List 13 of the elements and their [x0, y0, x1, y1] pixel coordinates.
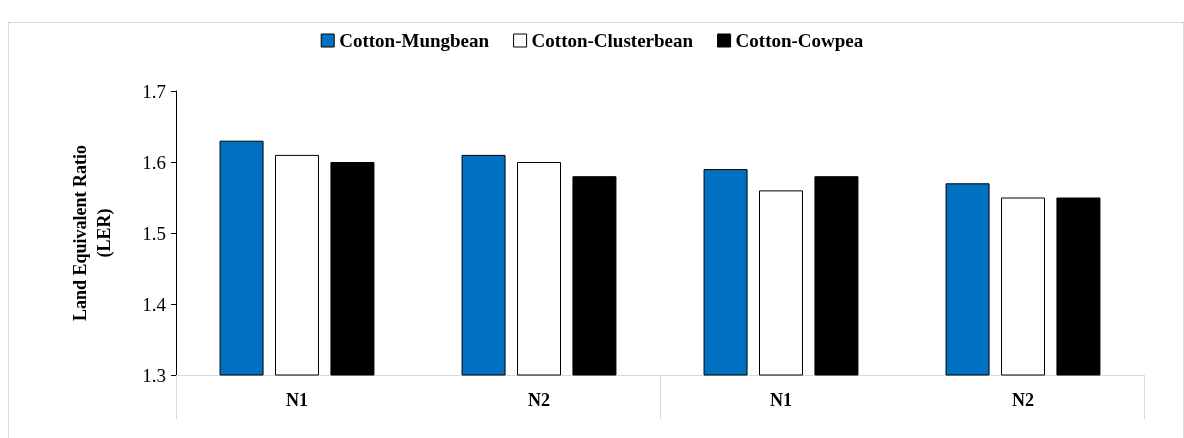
y-tick-label: 1.3	[142, 364, 166, 386]
y-tick-label: 1.6	[142, 151, 166, 173]
x-tick-label: N1	[770, 390, 792, 410]
y-tick-label: 1.5	[142, 222, 166, 244]
y-tick-label: 1.7	[142, 80, 166, 102]
legend-label: Cotton-Clusterbean	[531, 30, 694, 51]
legend-label: Cotton-Cowpea	[735, 30, 864, 51]
y-tick-label: 1.4	[142, 293, 167, 315]
x-tick-label: N2	[1012, 390, 1034, 410]
x-tick-label: N1	[286, 390, 308, 410]
x-tick-label: N2	[528, 390, 550, 410]
legend-label: Cotton-Mungbean	[339, 30, 490, 51]
y-axis-title: Land Equivalent Ratio (LER)	[70, 144, 115, 322]
